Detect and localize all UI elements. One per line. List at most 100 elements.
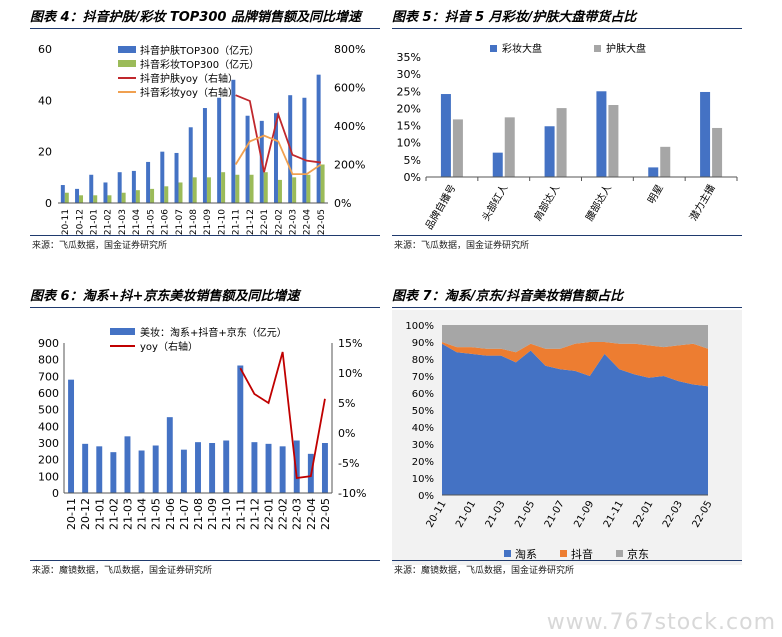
bar: [504, 117, 515, 177]
bar: [608, 105, 619, 177]
bar: [188, 127, 193, 203]
y-left-tick-label: 20: [38, 146, 52, 159]
y-left-tick-label: 900: [38, 337, 59, 350]
x-tick-label: 21-12: [248, 498, 261, 530]
y-tick-label: 15%: [397, 120, 421, 133]
bar: [245, 115, 250, 203]
bar: [195, 442, 201, 493]
chart-5-svg: 0% 5% 10% 15% 20% 25% 30% 35% 品牌自播号 头部红人 肩部达人 腰部达人 明…: [397, 42, 738, 232]
x-tick-label: 21-01: [93, 498, 106, 530]
bar: [249, 174, 254, 203]
x-tick-label: 22-03: [291, 498, 304, 530]
source-note: 来源：魔镜数据，飞瓜数据，国金证券研究所: [394, 566, 575, 576]
y-left-tick-label: 600: [38, 387, 59, 400]
bar: [292, 177, 297, 203]
y-right-tick-label: 0%: [334, 197, 351, 210]
y-left-tick-label: 500: [38, 404, 59, 417]
legend-swatch: [560, 550, 567, 557]
bar: [217, 97, 222, 203]
x-tick-label: 21-09: [203, 209, 213, 235]
chart-7-svg: 0%10%20%30%40%50%60%70%80%90%100%20-11 21…: [392, 310, 742, 565]
legend-label: 抖音: [571, 547, 593, 561]
x-tick-label: 21-11: [232, 209, 242, 235]
y-tick-label: 10%: [397, 137, 421, 150]
y-tick-label: 5%: [404, 154, 421, 167]
bar: [700, 91, 711, 177]
source-note: 来源：魔镜数据，飞瓜数据，国金证券研究所: [32, 566, 213, 576]
y-left-tick-label: 0: [45, 197, 52, 210]
bar: [131, 170, 136, 203]
series-line: [235, 94, 322, 173]
y-tick-label: 100%: [405, 321, 434, 332]
series-line: [234, 134, 322, 176]
bar: [138, 450, 145, 493]
bar: [202, 108, 207, 203]
y-tick-label: 30%: [397, 68, 421, 81]
legend-swatch: [118, 46, 136, 53]
y-right-tick-label: 5%: [338, 397, 355, 410]
bar: [277, 179, 282, 203]
x-tick-label: 21-10: [217, 209, 227, 235]
legend-swatch: [118, 60, 136, 67]
bar: [316, 74, 321, 203]
panel-chart-4: 图表 4：抖音护肤/彩妆 TOP300 品牌销售额及同比增速 0 20 40 60 0%…: [30, 6, 380, 251]
x-tick-label: 21-03: [118, 209, 128, 235]
x-tick-label: 21-11: [234, 498, 247, 530]
bar: [440, 94, 451, 177]
bar: [556, 108, 567, 177]
x-tick-label: 21-07: [175, 209, 185, 235]
bar: [265, 443, 272, 493]
y-left-tick-label: 200: [38, 454, 59, 467]
x-tick-label: 21-07: [178, 498, 191, 530]
y-left-tick-label: 100: [38, 470, 59, 483]
x-tick-label: 21-02: [104, 209, 114, 235]
bar: [237, 365, 244, 493]
x-tick-label: 21-09: [206, 498, 219, 530]
source-note: 来源：飞瓜数据，国金证券研究所: [394, 241, 530, 251]
bar: [279, 446, 286, 493]
bar: [124, 436, 131, 493]
chart-title: 图表 7：淘系/京东/抖音美妆销售额占比: [392, 289, 624, 304]
panel-chart-6: 图表 6：淘系+抖+京东美妆销售额及同比增速 0 100 200 300 400 500 6…: [30, 285, 380, 577]
bar: [107, 195, 112, 203]
bar: [96, 446, 103, 493]
bar: [263, 172, 268, 203]
x-tick-label: 22-04: [305, 498, 318, 530]
x-tick-label: 20-12: [79, 498, 92, 530]
bar: [174, 152, 179, 203]
x-tick-label: 21-05: [146, 209, 156, 235]
bar: [492, 152, 503, 177]
x-tick-label: 21-04: [132, 209, 142, 235]
bar: [60, 185, 65, 203]
chart-6-svg: 0 100 200 300 400 500 600 700 800 900 -10% -5% 0% 5% 1…: [38, 326, 366, 530]
y-left-tick-label: 60: [38, 43, 52, 56]
x-tick-label: 21-03: [121, 498, 134, 530]
x-tick-label: 22-02: [274, 209, 284, 235]
x-tick-label: 21-06: [164, 498, 177, 530]
y-right-tick-label: 600%: [334, 82, 365, 95]
bar: [121, 192, 126, 203]
x-tick-label: 22-02: [277, 498, 290, 530]
bar: [64, 192, 69, 203]
bar: [152, 445, 159, 493]
bar: [150, 188, 155, 203]
y-right-tick-label: 10%: [338, 367, 362, 380]
x-tick-label: 头部红人: [479, 182, 510, 223]
legend-swatch: [504, 550, 511, 557]
x-tick-label: 21-04: [136, 498, 149, 530]
x-tick-label: 20-12: [75, 209, 85, 235]
bar: [231, 79, 236, 203]
legend-swatch: [490, 45, 497, 52]
x-tick-label: 21-05: [150, 498, 163, 530]
x-tick-label: 22-03: [288, 209, 298, 235]
legend-label: 淘系: [515, 548, 537, 561]
y-tick-label: 0%: [404, 171, 421, 184]
y-left-tick-label: 800: [38, 354, 59, 367]
bar: [321, 443, 328, 493]
bar: [146, 161, 151, 203]
series-line: [239, 351, 326, 480]
legend-label: 抖音彩妆yoy（右轴）: [140, 86, 238, 99]
bar: [93, 195, 98, 203]
x-tick-label: 明星: [645, 183, 665, 206]
bar: [89, 174, 94, 203]
